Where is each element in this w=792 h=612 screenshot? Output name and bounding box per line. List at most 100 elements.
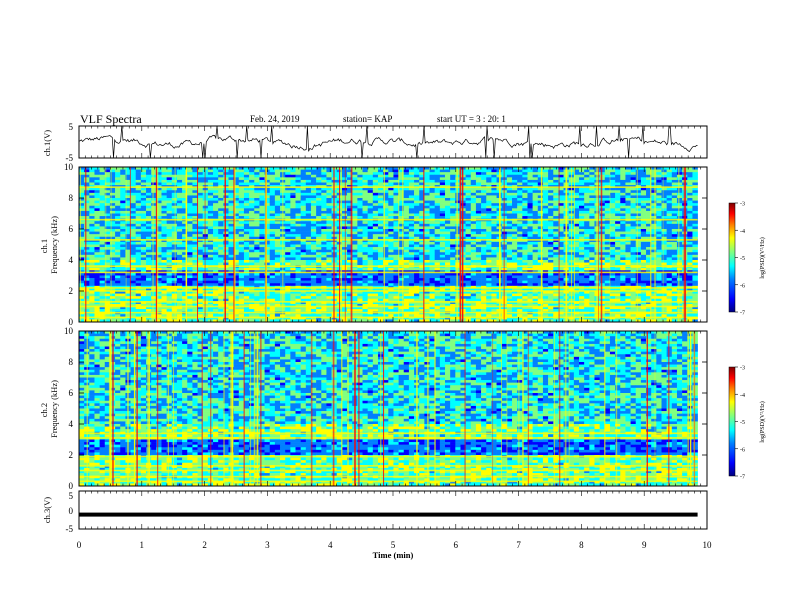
spectrogram-cell	[676, 216, 683, 219]
spectrogram-cell	[228, 241, 234, 245]
spectrogram-cell	[326, 221, 332, 225]
spectrogram-cell	[187, 200, 193, 204]
spectrogram-cell	[408, 205, 415, 209]
spectrogram-cell	[522, 234, 528, 238]
spectrogram-cell	[130, 247, 136, 250]
spectrogram-cell	[305, 192, 312, 196]
spectrogram-cell	[512, 234, 518, 238]
spectrogram-cell	[104, 179, 111, 183]
spectrogram-cell	[579, 177, 585, 181]
spectrogram-cell	[316, 210, 322, 214]
spectrogram-cell	[630, 190, 637, 194]
spectrogram-cell	[207, 177, 214, 181]
spectrogram-cell	[599, 182, 606, 186]
spectrogram-cell	[486, 231, 492, 235]
spectrogram-cell	[455, 192, 461, 196]
spectrogram-cell	[94, 260, 100, 263]
spectrogram-cell	[264, 226, 271, 230]
spectrogram-cell	[573, 249, 580, 253]
spectrogram-cell	[475, 221, 482, 225]
spectrogram-cell	[362, 229, 368, 232]
spectrogram-cell	[506, 229, 513, 232]
spectrogram-cell	[671, 210, 678, 214]
spectrogram-cell	[285, 203, 291, 207]
spectrogram-cell	[171, 200, 178, 204]
spectrogram-cell	[218, 192, 224, 196]
spectrogram-cell	[310, 198, 317, 201]
spectrogram-cell	[243, 182, 250, 186]
spectrogram-cell	[151, 198, 157, 201]
spectrogram-cell	[305, 205, 312, 209]
spectrogram-cell	[419, 192, 425, 196]
spectrogram-cell	[161, 169, 167, 173]
spectrogram-cell	[372, 177, 379, 181]
spectrogram-cell	[362, 241, 368, 245]
spectrogram-cell	[558, 200, 564, 204]
spectrogram-cell	[305, 226, 312, 230]
spectrogram-cell	[599, 226, 606, 230]
spectrogram-cell	[671, 234, 678, 238]
spectrogram-cell	[434, 260, 441, 263]
spectrogram-cell	[120, 260, 126, 263]
spectrogram-cell	[182, 213, 188, 217]
spectrogram-cell	[305, 174, 312, 178]
spectrogram-cell	[532, 249, 539, 253]
spectrogram-cell	[517, 187, 523, 191]
spectrogram-cell	[109, 257, 116, 261]
spectrogram-cell	[176, 210, 183, 214]
spectrogram-cell	[146, 192, 152, 196]
spectrogram-cell	[89, 239, 95, 243]
spectrogram-cell	[548, 247, 554, 250]
spectrogram-cell	[419, 210, 425, 214]
spectrogram-cell	[372, 244, 379, 248]
spectrogram-cell	[171, 187, 178, 191]
spectrogram-cell	[609, 223, 616, 227]
spectrogram-cell	[383, 174, 389, 178]
spectrogram-cell	[89, 195, 95, 199]
spectrogram-cell	[326, 195, 332, 199]
spectrogram-cell	[553, 205, 559, 209]
spectrogram-cell	[532, 223, 539, 227]
spectrogram-cell	[408, 187, 415, 191]
spectrogram-cell	[341, 247, 348, 250]
spectrogram-cell	[671, 187, 678, 191]
spectrogram-cell	[635, 195, 642, 199]
spectrogram-cell	[254, 198, 260, 201]
spectrogram-cell	[362, 203, 368, 207]
spectrogram-cell	[579, 179, 585, 183]
spectrogram-cell	[542, 223, 549, 227]
spectrogram-cell	[341, 172, 348, 176]
spectrogram-cell	[692, 213, 698, 217]
spectrogram-cell	[687, 267, 693, 271]
spectrogram-cell	[367, 208, 374, 212]
spectrogram-cell	[295, 223, 301, 227]
spectrogram-cell	[589, 249, 595, 253]
spectrogram-cell	[321, 239, 327, 243]
spectrogram-cell	[228, 223, 234, 227]
spectrogram-cell	[233, 236, 240, 240]
spectrogram-cell	[140, 172, 147, 176]
spectrogram-cell	[367, 210, 374, 214]
spectrogram-cell	[166, 203, 173, 207]
spectrogram-cell	[264, 231, 271, 235]
spectrogram-cell	[651, 179, 657, 183]
spectrogram-cell	[383, 247, 389, 250]
spectrogram-cell	[558, 254, 564, 258]
spectrogram-cell	[192, 257, 198, 261]
spectrogram-cell	[635, 187, 642, 191]
spectrogram-cell	[542, 239, 549, 243]
spectrogram-cell	[130, 190, 136, 194]
spectrogram-cell	[522, 198, 528, 201]
spectrogram-cell	[671, 257, 678, 261]
spectrogram-cell	[491, 252, 497, 256]
spectrogram-cell	[589, 192, 595, 196]
spectrogram-cell	[388, 231, 394, 235]
spectrogram-cell	[89, 213, 95, 217]
spectrogram-cell	[125, 205, 131, 209]
spectrogram-cell	[249, 208, 255, 212]
spectrogram-cell	[341, 226, 348, 230]
spectrogram-cell	[604, 236, 611, 240]
spectrogram-cell	[140, 205, 147, 209]
spectrogram-cell	[223, 226, 229, 230]
spectrogram-cell	[646, 179, 652, 183]
